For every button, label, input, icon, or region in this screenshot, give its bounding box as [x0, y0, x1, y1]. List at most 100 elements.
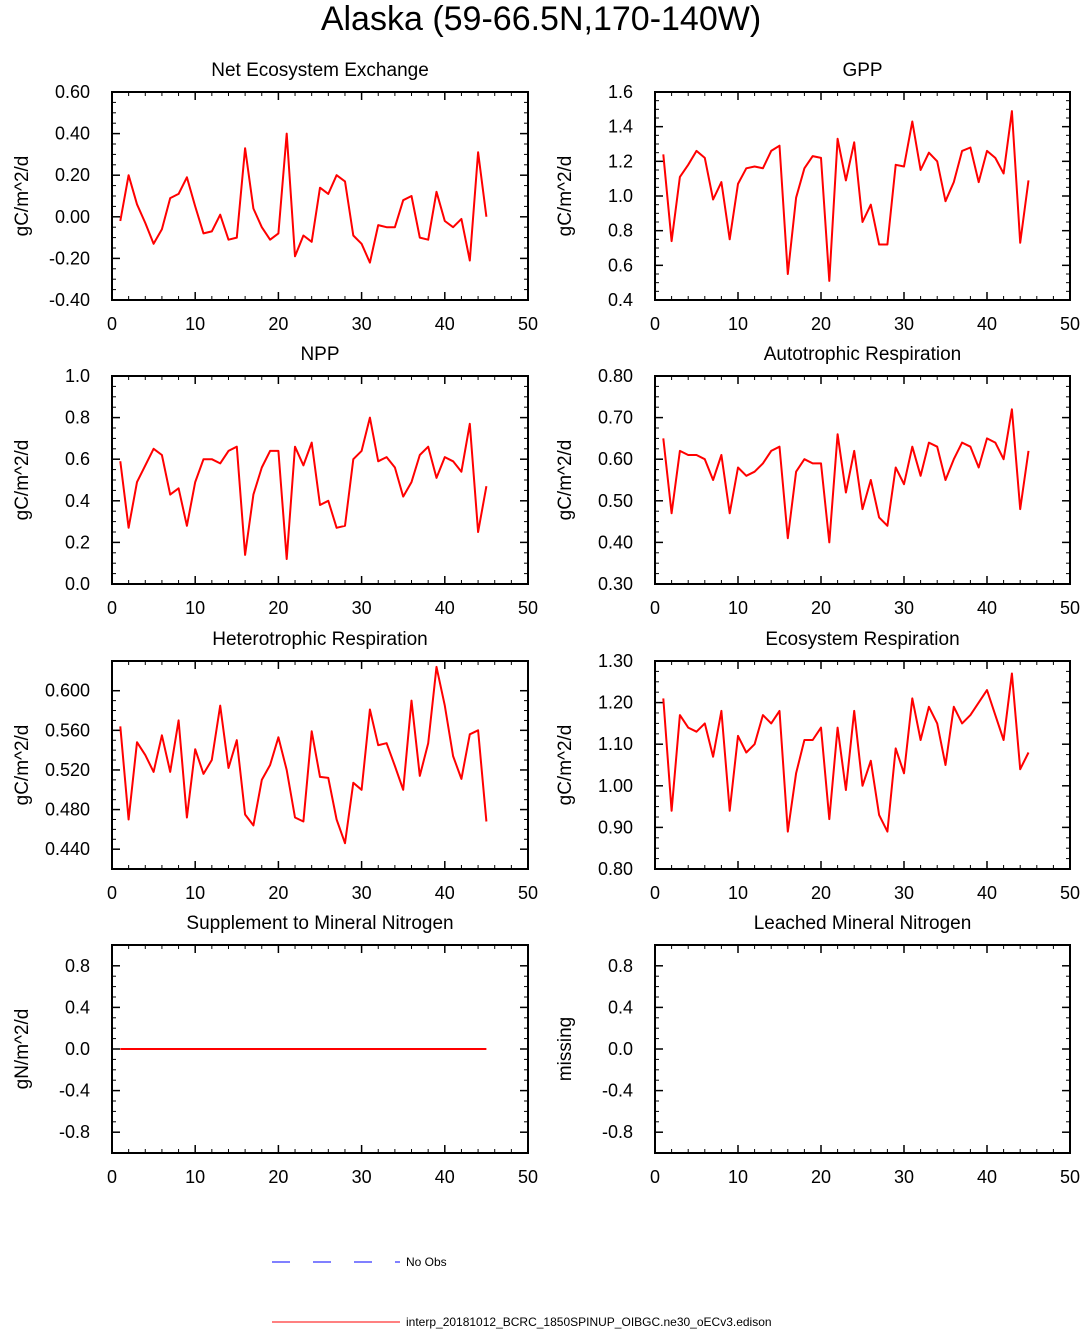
y-tick-label: 0.4: [608, 997, 633, 1017]
y-tick-label: 0.0: [65, 1039, 90, 1059]
y-tick-label: 1.30: [598, 651, 633, 671]
y-tick-label: 1.00: [598, 776, 633, 796]
x-tick-label: 30: [894, 1167, 914, 1187]
x-tick-label: 50: [1060, 598, 1080, 618]
y-tick-label: -0.4: [59, 1081, 90, 1101]
plot-frame: [654, 375, 1071, 585]
y-tick-label: 0.90: [598, 817, 633, 837]
y-tick-label: 0.80: [598, 859, 633, 879]
plot-frame: [654, 91, 1071, 301]
panel-heterotrophic-respiration: Heterotrophic Respiration 0 10 20 30 40 50 0.44…: [12, 629, 538, 903]
x-tick-label: 20: [268, 1167, 288, 1187]
panel-net-ecosystem-exchange: Net Ecosystem Exchange 0 10 20 30 40 50 -0.40 -0…: [12, 60, 538, 334]
panel-gpp: GPP 0 10 20 30 40 50 0.4 0.6 0.8 1.0 1.2 1.4 1.6 gC/m^…: [555, 60, 1080, 334]
plot-frame: [111, 660, 529, 870]
y-tick-label: 0.60: [598, 449, 633, 469]
y-tick-label: 0.70: [598, 408, 633, 428]
x-tick-label: 10: [728, 598, 748, 618]
x-tick-label: 30: [352, 1167, 372, 1187]
y-tick-label: 0.20: [55, 165, 90, 185]
y-tick-label: 0.520: [45, 760, 90, 780]
x-tick-label: 0: [650, 598, 660, 618]
y-tick-label: 0.60: [55, 82, 90, 102]
plot-frame: [654, 944, 1071, 1154]
y-tick-label: 0.4: [65, 491, 90, 511]
x-tick-label: 20: [811, 1167, 831, 1187]
series-line: [119, 416, 488, 560]
x-tick-label: 50: [518, 598, 538, 618]
y-axis-label: gC/m^2/d: [12, 156, 33, 237]
x-tick-label: 20: [268, 314, 288, 334]
x-tick-label: 20: [811, 598, 831, 618]
legend-model-label: interp_20181012_BCRC_1850SPINUP_OIBGC.ne…: [406, 1315, 772, 1329]
y-tick-label: 1.10: [598, 734, 633, 754]
x-tick-label: 10: [728, 883, 748, 903]
page-title: Alaska (59-66.5N,170-140W): [321, 0, 761, 38]
panel-title: Autotrophic Respiration: [764, 344, 962, 365]
x-tick-label: 50: [1060, 883, 1080, 903]
x-tick-label: 40: [435, 1167, 455, 1187]
x-tick-label: 10: [185, 1167, 205, 1187]
x-tick-label: 30: [894, 883, 914, 903]
x-tick-label: 30: [894, 314, 914, 334]
x-tick-label: 40: [977, 1167, 997, 1187]
x-tick-label: 10: [185, 883, 205, 903]
panel-title: Leached Mineral Nitrogen: [754, 913, 972, 934]
y-tick-label: -0.8: [602, 1122, 633, 1142]
panel-title: NPP: [300, 344, 339, 365]
y-tick-label: 0.8: [608, 221, 633, 241]
panel-title: Ecosystem Respiration: [765, 629, 959, 650]
x-tick-label: 20: [268, 883, 288, 903]
x-tick-label: 0: [650, 314, 660, 334]
y-tick-label: 1.2: [608, 151, 633, 171]
legend: No Obs interp_20181012_BCRC_1850SPINUP_O…: [272, 1255, 772, 1329]
x-tick-label: 40: [977, 883, 997, 903]
x-tick-label: 30: [352, 883, 372, 903]
x-tick-label: 10: [728, 314, 748, 334]
x-tick-label: 40: [435, 598, 455, 618]
y-axis-label: gC/m^2/d: [12, 725, 33, 806]
y-tick-label: 0.8: [608, 956, 633, 976]
y-tick-label: 0.6: [65, 449, 90, 469]
x-tick-label: 0: [650, 1167, 660, 1187]
x-tick-label: 10: [185, 598, 205, 618]
y-tick-label: 0.440: [45, 839, 90, 859]
x-tick-label: 20: [811, 883, 831, 903]
x-tick-label: 10: [728, 1167, 748, 1187]
panel-title: GPP: [842, 60, 882, 81]
x-tick-label: 0: [107, 314, 117, 334]
y-tick-label: -0.4: [602, 1081, 633, 1101]
x-tick-label: 20: [268, 598, 288, 618]
panel-npp: NPP 0 10 20 30 40 50 0.0 0.2 0.4 0.6 0.8 1.0 gC/m^2/d: [12, 344, 538, 618]
y-axis-label: gN/m^2/d: [12, 1009, 33, 1090]
y-tick-label: 0.8: [65, 408, 90, 428]
series-line: [662, 408, 1030, 544]
y-tick-label: 0.4: [65, 997, 90, 1017]
y-tick-label: 0.600: [45, 681, 90, 701]
y-tick-label: -0.40: [49, 290, 90, 310]
series-line: [662, 672, 1030, 833]
y-tick-label: 0.80: [598, 366, 633, 386]
plot-frame: [654, 660, 1071, 870]
y-tick-label: 0.00: [55, 207, 90, 227]
y-tick-label: 1.20: [598, 693, 633, 713]
panel-autotrophic-respiration: Autotrophic Respiration 0 10 20 30 40 50 0.30 0.…: [555, 344, 1080, 618]
series-line: [119, 665, 488, 845]
y-tick-label: 0.50: [598, 491, 633, 511]
y-axis-label: gC/m^2/d: [555, 440, 576, 521]
y-tick-label: 0.40: [55, 124, 90, 144]
series-line: [119, 132, 488, 264]
x-tick-label: 0: [650, 883, 660, 903]
x-tick-label: 50: [518, 1167, 538, 1187]
x-tick-label: 50: [1060, 314, 1080, 334]
y-tick-label: 0.30: [598, 574, 633, 594]
x-tick-label: 30: [352, 598, 372, 618]
y-tick-label: 0.0: [608, 1039, 633, 1059]
y-tick-label: 0.2: [65, 532, 90, 552]
x-tick-label: 40: [977, 314, 997, 334]
x-tick-label: 10: [185, 314, 205, 334]
y-axis-label: missing: [555, 1017, 576, 1081]
y-tick-label: 0.0: [65, 574, 90, 594]
